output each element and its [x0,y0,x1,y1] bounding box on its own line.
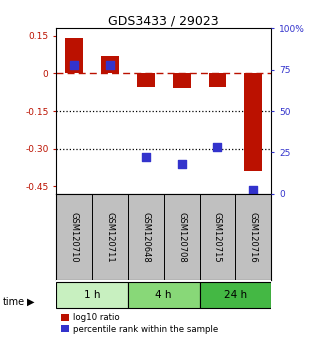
Point [107,62,112,68]
Text: GSM120648: GSM120648 [141,212,150,262]
Legend: log10 ratio, percentile rank within the sample: log10 ratio, percentile rank within the … [60,313,219,335]
Bar [137,73,155,87]
Title: GDS3433 / 29023: GDS3433 / 29023 [108,14,219,27]
Point [72,62,77,68]
Point [251,188,256,193]
Bar [173,73,191,88]
Bar [244,73,262,171]
Text: GSM120715: GSM120715 [213,212,222,262]
Text: GSM120716: GSM120716 [249,212,258,262]
Bar [101,56,119,73]
Text: GSM120711: GSM120711 [105,212,115,262]
Bar [56,282,128,308]
Bar [200,282,271,308]
Text: GSM120708: GSM120708 [177,212,186,262]
Point [179,161,184,167]
Text: 24 h: 24 h [224,290,247,299]
Text: 4 h: 4 h [155,290,172,299]
Point [215,144,220,150]
Text: ▶: ▶ [27,297,35,307]
Point [143,154,148,160]
Bar [65,38,83,73]
Bar [128,282,200,308]
Text: time: time [3,297,25,307]
Text: GSM120710: GSM120710 [70,212,79,262]
Bar [209,73,226,87]
Text: 1 h: 1 h [84,290,100,299]
